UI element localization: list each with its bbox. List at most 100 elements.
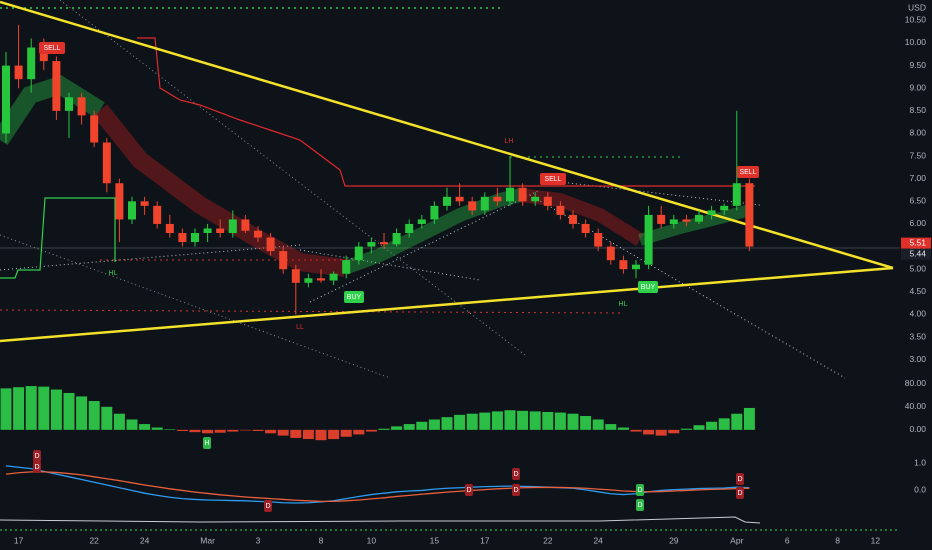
candle-body [606,246,615,261]
signal-marker: D [737,490,742,497]
candle-body [682,219,691,222]
x-tick-label: 15 [430,535,440,545]
x-tick-label: 24 [140,535,150,545]
candle-body [367,242,376,247]
annotation: SELL [544,176,561,183]
y-tick-label: 9.50 [909,60,926,70]
candle-body [329,273,338,281]
histogram-bar [227,429,239,432]
x-tick-label: 8 [835,535,840,545]
signal-marker: D [513,471,518,478]
x-tick-label: 10 [367,535,377,545]
x-tick-label: 29 [669,535,679,545]
histogram-bar [328,429,340,440]
histogram-bar [315,429,327,441]
dotted-trend [559,181,761,206]
histogram-bar [655,429,667,436]
candle-body [543,196,552,206]
signal-marker: D [513,487,518,494]
histogram-bar [693,425,705,430]
signal-marker: D [34,464,39,471]
candle-body [115,183,124,220]
x-tick-label: 17 [14,535,24,545]
y-tick-label: 8.50 [909,105,926,115]
signal-marker-box [33,461,41,473]
candle-body [720,205,729,211]
candle-body [480,196,489,211]
candle-body [443,196,451,206]
indicator-line [5,465,750,504]
signal-marker: D [637,502,642,509]
histogram-bar [189,429,201,433]
candle-body [128,201,136,220]
histogram-bar [580,416,592,430]
x-tick-label: 17 [480,535,490,545]
y-tick-label: 0.0 [914,485,926,495]
candle-body [191,233,199,243]
histogram-bar [479,412,491,430]
candle-body [102,142,111,184]
signal-marker-box [736,487,744,499]
signal-marker-box [512,484,520,496]
y-tick-label: 7.50 [909,150,926,160]
histogram-bar [454,414,466,430]
histogram-bar [126,419,138,430]
histogram-bar [529,411,541,430]
candle-body [178,233,187,243]
candle-body [90,115,99,143]
histogram-bar [416,421,428,430]
candle-body [14,65,23,80]
annotation: SELL [739,169,756,176]
trend-line [0,266,894,343]
annotation-box [540,173,566,185]
histogram-bar [706,421,718,430]
histogram-bar [718,418,730,430]
histogram-bar [239,429,251,431]
annotation-box [39,42,65,54]
signal-marker: D [637,487,642,494]
candle-body [669,219,678,224]
signal-marker: H [204,440,209,447]
candle-body [203,228,212,234]
annotation: BUY [347,294,362,301]
candle-body [405,223,414,234]
candle-body [745,183,754,247]
histogram-bar [290,429,302,438]
price-tag-box [901,237,931,249]
y-tick-label: 5.00 [909,263,926,273]
histogram-bar [302,429,314,440]
annotation: LL [296,324,304,331]
y-tick-label: 4.00 [909,309,926,319]
signal-marker: D [466,487,471,494]
price-tag-box [901,248,931,260]
signal-marker-box [512,468,520,480]
candle-body [241,219,250,231]
candle-body [506,187,514,202]
annotation: HL [109,270,118,277]
histogram-bar [277,429,289,436]
candle-body [632,264,640,270]
y-tick-label: 9.00 [909,82,926,92]
candle-body [27,47,36,80]
histogram-bar [25,386,37,430]
signal-marker-box [465,484,473,496]
signal-marker-box [264,500,272,512]
histogram-bar [680,428,692,430]
histogram-bar [50,389,62,430]
candle-body [695,214,703,222]
x-tick-label: Mar [200,535,215,545]
price-tag: 5.51 [909,237,926,247]
y-tick-label: 3.50 [909,331,926,341]
histogram-bar [504,410,516,430]
candle-body [455,196,464,202]
x-tick-label: 3 [256,535,261,545]
x-tick-label: 22 [89,535,99,545]
candle-body [556,205,565,215]
signal-marker-box [636,499,644,511]
y-tick-label: 6.00 [909,218,926,228]
dotted-level [0,309,621,314]
histogram-bar [214,429,226,433]
histogram-bar [391,426,403,430]
annotation: LH [505,138,514,145]
